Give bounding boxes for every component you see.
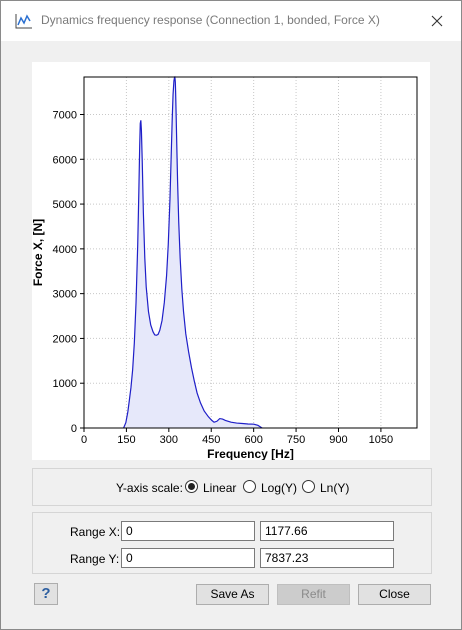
log-y-radio[interactable] xyxy=(243,480,256,493)
y-axis-label: Force X, [N] xyxy=(32,219,45,286)
y-tick-label: 1000 xyxy=(53,378,77,390)
x-tick-label: 150 xyxy=(117,434,135,446)
range-group: Range X: Range Y: xyxy=(32,512,432,574)
y-tick-label: 0 xyxy=(71,423,77,435)
y-tick-label: 5000 xyxy=(53,199,77,211)
range-x-min-input[interactable] xyxy=(121,521,255,541)
range-y-min-input[interactable] xyxy=(121,548,255,568)
range-y-max-input[interactable] xyxy=(260,548,394,568)
x-tick-label: 750 xyxy=(287,434,305,446)
y-tick-label: 4000 xyxy=(53,244,77,256)
response-area xyxy=(123,77,263,428)
plot-frame xyxy=(83,76,418,429)
refit-button[interactable]: Refit xyxy=(277,584,350,605)
y-tick-label: 3000 xyxy=(53,289,77,301)
range-x-label: Range X: xyxy=(70,525,121,539)
y-axis-scale-group: Y-axis scale: Linear Log(Y) Ln(Y) xyxy=(32,468,432,506)
y-tick-label: 7000 xyxy=(53,109,77,121)
y-tick-label: 6000 xyxy=(53,154,77,166)
log-y-radio-label[interactable]: Log(Y) xyxy=(261,481,298,495)
ln-y-radio[interactable] xyxy=(302,480,315,493)
frequency-response-chart: 0 150 300 450 600 750 900 1050 0 1000 2000 3000 4000… xyxy=(32,62,430,460)
x-tick-label: 450 xyxy=(202,434,220,446)
linear-radio-label[interactable]: Linear xyxy=(203,481,237,495)
y-axis-scale-label: Y-axis scale: xyxy=(116,481,183,495)
linear-radio[interactable] xyxy=(185,480,198,493)
title-bar: Dynamics frequency response (Connection … xyxy=(1,1,461,41)
y-tick-label: 2000 xyxy=(53,333,77,345)
chart-svg: 0 150 300 450 600 750 900 1050 0 1000 2000 3000 4000… xyxy=(32,75,418,460)
ln-y-radio-label[interactable]: Ln(Y) xyxy=(320,481,350,495)
window-title: Dynamics frequency response (Connection … xyxy=(41,13,380,27)
x-tick-label: 900 xyxy=(329,434,347,446)
response-series-line xyxy=(123,75,263,429)
x-tick-label: 300 xyxy=(160,434,178,446)
range-y-label: Range Y: xyxy=(70,552,120,566)
x-axis-label: Frequency [Hz] xyxy=(207,447,294,460)
chart-line-icon xyxy=(15,14,32,29)
save-as-button[interactable]: Save As xyxy=(196,584,269,605)
help-button[interactable]: ? xyxy=(34,583,58,605)
close-icon[interactable] xyxy=(427,11,447,31)
close-button[interactable]: Close xyxy=(358,584,431,605)
x-tick-label: 600 xyxy=(244,434,262,446)
x-tick-label: 0 xyxy=(81,434,87,446)
range-x-max-input[interactable] xyxy=(260,521,394,541)
x-tick-label: 1050 xyxy=(369,434,393,446)
